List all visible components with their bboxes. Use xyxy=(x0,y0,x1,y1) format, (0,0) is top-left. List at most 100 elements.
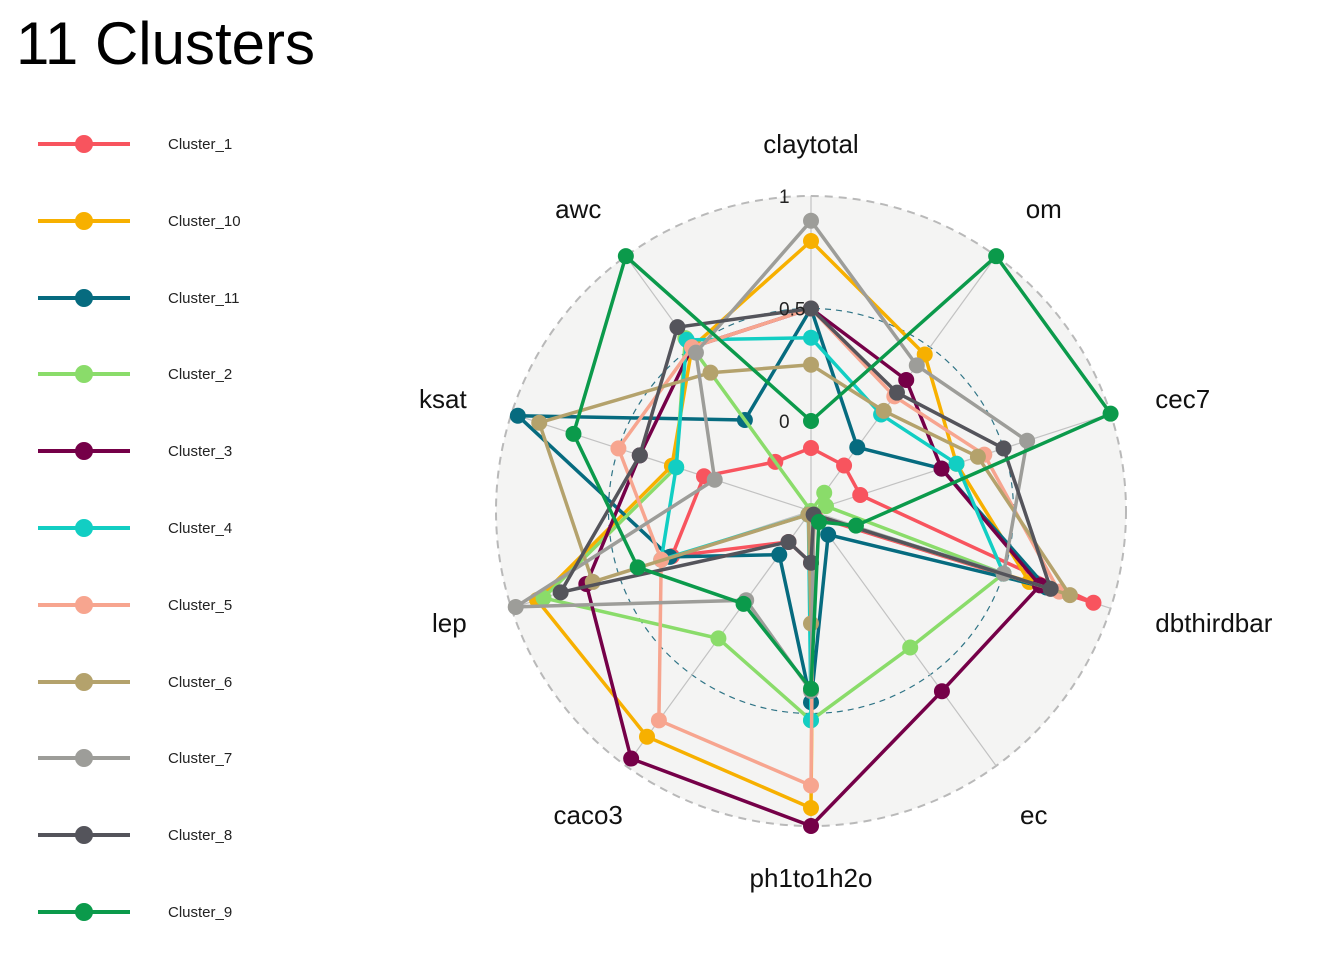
chart-title: 11 Clusters xyxy=(16,10,316,77)
axis-label-caco3: caco3 xyxy=(554,800,623,830)
point-Cluster_2-cec7 xyxy=(817,498,834,515)
legend-item-Cluster_10: Cluster_10 xyxy=(38,207,298,237)
point-Cluster_7-ksat xyxy=(706,471,723,488)
legend-swatch-dot xyxy=(75,519,93,537)
point-Cluster_6-ksat xyxy=(531,414,548,431)
legend-item-Cluster_11: Cluster_11 xyxy=(38,284,298,314)
point-Cluster_10-claytotal xyxy=(803,233,819,249)
point-Cluster_4-cec7 xyxy=(948,455,965,472)
legend-swatch-dot xyxy=(75,826,93,845)
point-Cluster_1-claytotal xyxy=(803,440,819,456)
axis-label-dbthirdbar: dbthirdbar xyxy=(1155,608,1272,638)
point-Cluster_8-dbthirdbar xyxy=(1042,580,1059,597)
series-Cluster_9 xyxy=(565,248,1119,697)
point-Cluster_6-om xyxy=(875,402,892,419)
point-Cluster_7-claytotal xyxy=(803,212,819,229)
point-Cluster_7-om xyxy=(908,357,925,374)
legend-swatch-dot xyxy=(75,442,93,461)
point-Cluster_9-lep xyxy=(629,559,646,576)
point-Cluster_3-ph1to1h2o xyxy=(803,818,819,834)
legend-item-Cluster_8: Cluster_8 xyxy=(38,821,298,851)
point-Cluster_11-caco3 xyxy=(771,546,788,563)
axis-label-awc: awc xyxy=(555,194,601,224)
legend-item-Cluster_5: Cluster_5 xyxy=(38,591,298,621)
legend-swatch-dot xyxy=(75,135,93,153)
point-Cluster_8-claytotal xyxy=(803,300,819,317)
point-Cluster_3-om xyxy=(898,371,915,388)
point-Cluster_8-cec7 xyxy=(995,440,1012,457)
legend-swatch-dot xyxy=(75,749,93,768)
point-Cluster_9-cec7 xyxy=(1102,405,1119,422)
point-Cluster_8-om xyxy=(888,384,905,401)
legend-label: Cluster_8 xyxy=(168,827,233,845)
point-Cluster_8-awc xyxy=(669,319,686,336)
point-Cluster_4-claytotal xyxy=(803,329,819,346)
spoke-ksat xyxy=(511,413,812,512)
legend-item-Cluster_4: Cluster_4 xyxy=(38,514,298,544)
point-Cluster_1-dbthirdbar xyxy=(1085,594,1102,611)
point-Cluster_11-ksat xyxy=(509,407,526,424)
legend: Cluster_1 Cluster_10 Cluster_11 Cluster_2 Cl… xyxy=(0,0,300,960)
point-Cluster_10-caco3 xyxy=(639,728,656,745)
point-Cluster_9-ph1to1h2o xyxy=(803,680,819,697)
point-Cluster_9-ec xyxy=(810,513,827,530)
point-Cluster_7-lep xyxy=(507,598,524,615)
point-Cluster_6-cec7 xyxy=(969,448,986,465)
point-Cluster_7-cec7 xyxy=(1019,432,1036,449)
point-Cluster_1-cec7 xyxy=(852,487,869,504)
legend-label: Cluster_10 xyxy=(168,212,241,230)
point-Cluster_9-dbthirdbar xyxy=(847,517,864,534)
legend-item-Cluster_2: Cluster_2 xyxy=(38,360,298,390)
axis-label-cec7: cec7 xyxy=(1155,384,1210,414)
point-Cluster_2-caco3 xyxy=(710,630,727,647)
point-Cluster_10-ph1to1h2o xyxy=(803,800,819,816)
point-Cluster_3-caco3 xyxy=(623,750,640,767)
legend-label: Cluster_2 xyxy=(168,366,233,384)
point-Cluster_11-ec xyxy=(820,526,837,543)
legend-label: Cluster_1 xyxy=(168,136,233,153)
legend-label: Cluster_3 xyxy=(168,443,233,461)
axis-label-ksat: ksat xyxy=(419,384,467,414)
axis-label-lep: lep xyxy=(432,608,467,638)
series-Cluster_8 xyxy=(552,300,1059,601)
point-Cluster_9-claytotal xyxy=(803,413,819,429)
point-Cluster_2-ec xyxy=(902,639,919,656)
point-Cluster_7-awc xyxy=(687,344,704,361)
legend-label: Cluster_9 xyxy=(168,904,233,921)
point-Cluster_5-ph1to1h2o xyxy=(803,777,819,794)
point-Cluster_1-om xyxy=(836,457,853,474)
axis-label-om: om xyxy=(1026,194,1062,224)
legend-swatch-dot xyxy=(75,595,93,614)
legend-label: Cluster_5 xyxy=(168,596,233,614)
point-Cluster_2-lep xyxy=(535,589,552,606)
point-Cluster_9-om xyxy=(988,248,1005,265)
point-Cluster_5-caco3 xyxy=(650,712,667,729)
tick-label-0: 0 xyxy=(779,412,790,433)
axis-label-claytotal: claytotal xyxy=(763,129,858,159)
legend-item-Cluster_7: Cluster_7 xyxy=(38,744,298,774)
legend-swatch-dot xyxy=(75,288,93,307)
legend-item-Cluster_9: Cluster_9 xyxy=(38,898,298,928)
point-Cluster_6-awc xyxy=(702,364,719,381)
legend-item-Cluster_6: Cluster_6 xyxy=(38,668,298,698)
legend-item-Cluster_1: Cluster_1 xyxy=(38,130,298,160)
tick-label-1: 0.5 xyxy=(779,300,805,321)
tick-label-2: 1 xyxy=(779,187,790,208)
legend-label: Cluster_7 xyxy=(168,750,233,768)
legend-label: Cluster_4 xyxy=(168,520,233,537)
legend-item-Cluster_3: Cluster_3 xyxy=(38,437,298,467)
legend-swatch-dot xyxy=(75,211,93,230)
point-Cluster_6-dbthirdbar xyxy=(1061,587,1078,604)
legend-swatch-dot xyxy=(75,903,93,921)
point-Cluster_8-caco3 xyxy=(780,533,797,550)
legend-label: Cluster_11 xyxy=(168,289,240,307)
point-Cluster_2-om xyxy=(816,484,833,501)
point-Cluster_3-ec xyxy=(933,683,950,700)
point-Cluster_9-caco3 xyxy=(735,595,752,612)
legend-swatch-dot xyxy=(75,672,93,691)
point-Cluster_8-lep xyxy=(552,584,569,601)
point-Cluster_5-ksat xyxy=(610,440,627,457)
legend-label: Cluster_6 xyxy=(168,673,233,691)
point-Cluster_6-claytotal xyxy=(803,356,819,373)
